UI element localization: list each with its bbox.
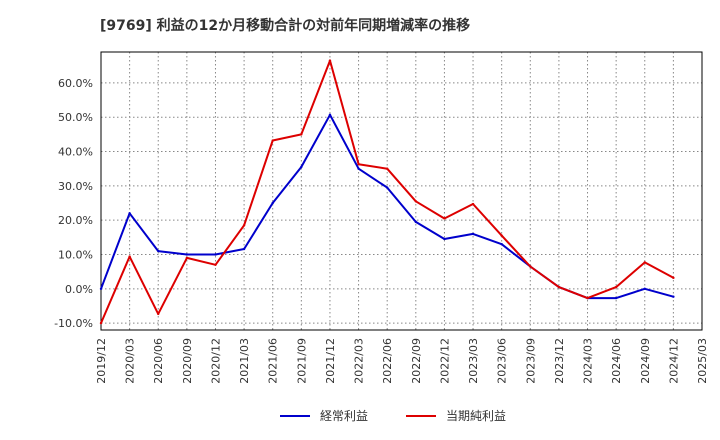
data-point bbox=[500, 234, 503, 237]
data-point bbox=[271, 201, 274, 205]
data-point bbox=[157, 249, 160, 253]
x-axis: 2019/12 2020/03 2020/06 2020/09 2020/12 2021/… bbox=[95, 338, 709, 384]
data-point bbox=[614, 285, 618, 289]
data-point bbox=[99, 287, 103, 291]
x-tick-label: 2020/09 bbox=[181, 338, 194, 384]
data-point bbox=[271, 139, 274, 142]
y-axis: -10.0% 0.0% 10.0% 20.0% 30.0% 40.0% 50.0% 60.0% bbox=[54, 77, 93, 330]
data-point bbox=[500, 242, 503, 246]
x-tick-label: 2024/03 bbox=[582, 338, 595, 384]
data-point bbox=[214, 253, 217, 256]
grid bbox=[101, 52, 702, 330]
data-point bbox=[128, 255, 131, 258]
data-point bbox=[471, 232, 475, 236]
legend: 経常利益 当期純利益 bbox=[280, 409, 506, 423]
legend-label: 当期純利益 bbox=[446, 409, 506, 423]
data-point bbox=[443, 237, 446, 241]
x-tick-label: 2024/06 bbox=[610, 338, 623, 384]
x-tick-label: 2019/12 bbox=[95, 338, 108, 384]
x-tick-label: 2021/09 bbox=[295, 338, 308, 384]
data-point bbox=[385, 167, 389, 170]
x-tick-label: 2020/06 bbox=[152, 338, 165, 384]
x-tick-label: 2024/12 bbox=[667, 338, 680, 384]
data-point bbox=[242, 247, 246, 251]
data-point bbox=[471, 202, 475, 206]
y-tick-label: 10.0% bbox=[58, 248, 93, 261]
data-point bbox=[157, 312, 160, 316]
x-tick-label: 2023/06 bbox=[496, 338, 509, 384]
y-tick-label: 0.0% bbox=[65, 283, 93, 296]
x-tick-label: 2022/09 bbox=[410, 338, 423, 384]
data-point bbox=[300, 133, 303, 136]
data-point bbox=[328, 113, 332, 117]
x-tick-label: 2022/12 bbox=[438, 338, 451, 384]
x-tick-label: 2024/09 bbox=[639, 338, 652, 384]
data-point bbox=[128, 212, 131, 215]
data-point bbox=[614, 296, 618, 300]
x-tick-label: 2025/03 bbox=[696, 338, 709, 384]
x-tick-label: 2020/03 bbox=[124, 338, 137, 384]
data-point bbox=[328, 59, 332, 62]
data-point bbox=[242, 224, 246, 227]
plot-area bbox=[101, 52, 702, 330]
y-tick-label: 20.0% bbox=[58, 214, 93, 227]
data-point bbox=[586, 296, 589, 300]
data-point bbox=[185, 256, 189, 260]
data-point bbox=[643, 287, 646, 291]
x-tick-label: 2023/03 bbox=[467, 338, 480, 384]
x-tick-label: 2023/12 bbox=[553, 338, 566, 384]
y-tick-label: 30.0% bbox=[58, 180, 93, 193]
y-tick-label: 60.0% bbox=[58, 77, 93, 90]
data-point bbox=[672, 295, 675, 298]
y-tick-label: -10.0% bbox=[54, 317, 93, 330]
chart-title: [9769] 利益の12か月移動合計の対前年同期増減率の推移 bbox=[100, 17, 470, 34]
x-tick-label: 2023/09 bbox=[524, 338, 537, 384]
data-point bbox=[99, 321, 103, 325]
x-tick-label: 2022/03 bbox=[353, 338, 366, 384]
x-tick-label: 2021/06 bbox=[267, 338, 280, 384]
data-point bbox=[300, 165, 303, 169]
data-point bbox=[672, 276, 675, 280]
data-point bbox=[357, 163, 360, 166]
x-tick-label: 2020/12 bbox=[209, 338, 222, 384]
series-layer bbox=[99, 59, 675, 325]
data-point bbox=[185, 253, 189, 256]
x-tick-label: 2022/06 bbox=[381, 338, 394, 384]
data-point bbox=[643, 261, 646, 264]
plot-border bbox=[100, 51, 703, 331]
y-tick-label: 40.0% bbox=[58, 146, 93, 159]
data-point bbox=[414, 220, 418, 224]
legend-label: 経常利益 bbox=[320, 409, 368, 423]
data-point bbox=[529, 265, 532, 268]
data-point bbox=[385, 186, 389, 189]
y-tick-label: 50.0% bbox=[58, 111, 93, 124]
x-tick-label: 2021/12 bbox=[324, 338, 337, 384]
data-point bbox=[557, 285, 561, 289]
data-point bbox=[214, 263, 217, 266]
data-point bbox=[443, 217, 446, 220]
data-point bbox=[357, 167, 360, 170]
data-point bbox=[414, 200, 418, 203]
x-tick-label: 2021/03 bbox=[238, 338, 251, 384]
